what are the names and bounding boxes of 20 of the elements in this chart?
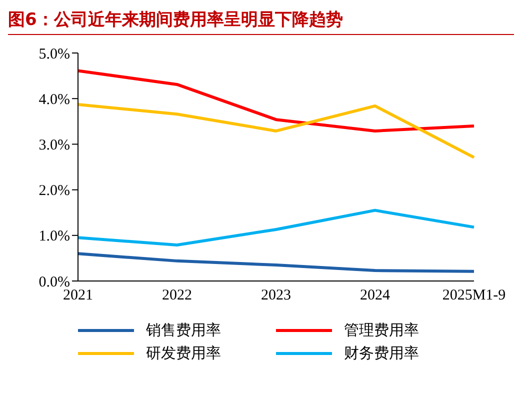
x-tick-label: 2021 bbox=[63, 288, 93, 304]
y-tick-label: 0.0% bbox=[38, 274, 70, 290]
chart-title: 图6：公司近年来期间费用率呈明显下降趋势 bbox=[8, 8, 514, 35]
x-tick-label: 2024 bbox=[360, 288, 390, 304]
y-tick-label: 1.0% bbox=[38, 228, 70, 245]
y-tick-label: 3.0% bbox=[38, 138, 70, 154]
legend-label: 研发费用率 bbox=[146, 344, 221, 363]
line-series bbox=[76, 103, 476, 159]
x-tick-label: 2025M1-9 bbox=[442, 288, 506, 304]
x-tick-label: 2022 bbox=[162, 288, 192, 304]
legend-label: 财务费用率 bbox=[344, 344, 419, 363]
y-tick-label: 4.0% bbox=[38, 92, 70, 108]
y-tick-label: 5.0% bbox=[38, 46, 70, 62]
legend-label: 管理费用率 bbox=[344, 321, 419, 340]
line-series bbox=[76, 252, 476, 273]
legend-label: 销售费用率 bbox=[146, 321, 221, 340]
x-tick-label: 2023 bbox=[261, 288, 291, 304]
y-tick-label: 2.0% bbox=[38, 183, 70, 200]
line-series bbox=[76, 69, 476, 132]
line-series bbox=[76, 208, 476, 246]
